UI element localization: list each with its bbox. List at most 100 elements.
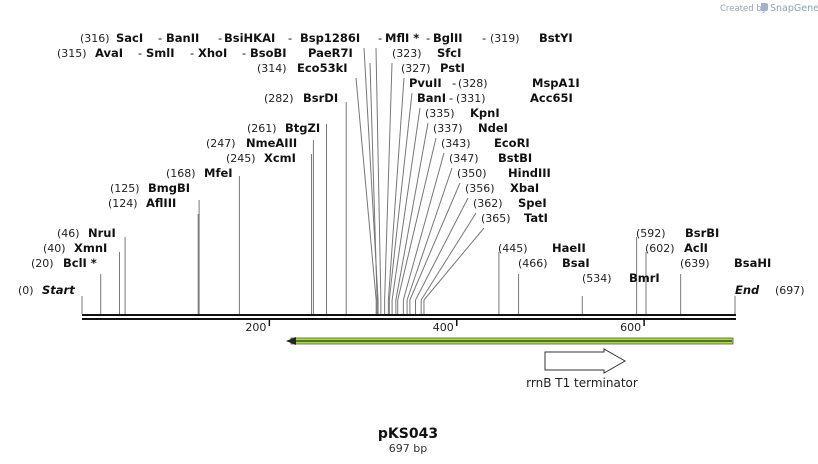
cut-line-323 xyxy=(384,62,393,301)
site-position-eco53ki: (314) xyxy=(257,62,287,75)
site-position-ndei: (337) xyxy=(433,122,463,135)
enzyme-label-bmgbi[interactable]: BmgBI xyxy=(148,181,190,195)
start-position: (0) xyxy=(18,284,34,297)
enzyme-label-bcli[interactable]: BclI * xyxy=(63,256,97,270)
enzyme-label-bsrdi[interactable]: BsrDI xyxy=(303,91,338,105)
site-position-saci: (316) xyxy=(80,32,110,45)
site-position-sfci: (323) xyxy=(392,47,422,60)
enzyme-label-bmri[interactable]: BmrI xyxy=(629,271,660,285)
site-position-mfei: (168) xyxy=(166,167,196,180)
enzyme-label-smli[interactable]: SmlI xyxy=(146,46,175,60)
label-separator: - xyxy=(482,31,486,45)
enzyme-label-btgzi[interactable]: BtgZI xyxy=(285,121,320,135)
ruler-tick-label-400: 400 xyxy=(433,321,454,334)
site-position-bsai: (466) xyxy=(518,257,548,270)
feature-green-arrow[interactable] xyxy=(286,337,734,345)
site-position-bstbi: (347) xyxy=(449,152,479,165)
enzyme-label-xcmi[interactable]: XcmI xyxy=(264,151,296,165)
terminator-feature-arrow[interactable] xyxy=(544,348,627,374)
enzyme-label-bstyi[interactable]: BstYI xyxy=(539,31,573,45)
site-position-afliii: (124) xyxy=(108,197,138,210)
cut-line-356 xyxy=(415,197,469,301)
enzyme-label-bglii[interactable]: BglII xyxy=(433,31,463,45)
snapgene-logo-icon xyxy=(761,3,768,11)
site-position-btgzi: (261) xyxy=(247,122,277,135)
backbone-bottom-strand xyxy=(82,318,736,320)
cut-line-365 xyxy=(423,227,485,301)
enzyme-label-eco53ki[interactable]: Eco53kI xyxy=(297,61,348,75)
site-position-tati: (365) xyxy=(481,212,511,225)
cut-line-337 xyxy=(397,137,437,301)
enzyme-label-nrui[interactable]: NruI xyxy=(88,226,116,240)
site-position-haeii: (445) xyxy=(498,242,528,255)
site-position-acli: (602) xyxy=(645,242,675,255)
site-position-nmeaiii: (247) xyxy=(206,137,236,150)
enzyme-label-paer7i[interactable]: PaeR7I xyxy=(308,46,353,60)
enzyme-label-sfci[interactable]: SfcI xyxy=(437,46,461,60)
enzyme-label-xbai[interactable]: XbaI xyxy=(510,181,539,195)
enzyme-label-ecori[interactable]: EcoRI xyxy=(494,136,530,150)
cut-line-362 xyxy=(420,212,477,301)
label-separator: - xyxy=(190,46,194,60)
ruler-tick-label-600: 600 xyxy=(620,321,641,334)
cut-line-335 xyxy=(395,122,429,301)
enzyme-label-haeii[interactable]: HaeII xyxy=(552,241,586,255)
end-position: (697) xyxy=(775,284,805,297)
enzyme-label-spei[interactable]: SpeI xyxy=(518,196,547,210)
enzyme-label-banii[interactable]: BanII xyxy=(166,31,199,45)
enzyme-label-xhoi[interactable]: XhoI xyxy=(198,46,227,60)
end-label: End xyxy=(735,283,760,297)
enzyme-label-saci[interactable]: SacI xyxy=(116,31,143,45)
enzyme-label-bani[interactable]: BanI xyxy=(417,91,446,105)
label-separator: - xyxy=(426,31,430,45)
enzyme-label-hindiii[interactable]: HindIII xyxy=(508,166,551,180)
enzyme-label-bstbi[interactable]: BstBI xyxy=(498,151,532,165)
enzyme-labels: (316) SacI BanII BsiHKAI Bsp1286I MflI * BglII… xyxy=(31,31,771,285)
enzyme-label-nmeaiii[interactable]: NmeAIII xyxy=(246,136,297,150)
label-separator: - xyxy=(158,31,162,45)
enzyme-label-acli[interactable]: AclI xyxy=(684,241,708,255)
enzyme-label-tati[interactable]: TatI xyxy=(524,211,548,225)
snapgene-branding: Created by SnapGene xyxy=(720,3,818,14)
enzyme-label-afliii[interactable]: AflIII xyxy=(146,196,176,210)
site-position-ecori: (343) xyxy=(441,137,471,150)
enzyme-label-kpni[interactable]: KpnI xyxy=(470,106,500,120)
enzyme-label-bsahi[interactable]: BsaHI xyxy=(734,256,771,270)
cut-line-319 xyxy=(375,47,382,301)
enzyme-label-avai[interactable]: AvaI xyxy=(95,46,123,60)
enzyme-label-mfli[interactable]: MflI * xyxy=(385,31,419,45)
enzyme-label-bsp1286i[interactable]: Bsp1286I xyxy=(300,31,360,45)
enzyme-label-mspa1i[interactable]: MspA1I xyxy=(532,76,580,90)
label-separator: - xyxy=(449,91,453,105)
cut-line-343 xyxy=(402,152,445,301)
enzyme-label-bsrbi[interactable]: BsrBI xyxy=(685,226,719,240)
enzyme-label-psti[interactable]: PstI xyxy=(440,61,465,75)
enzyme-label-bsai[interactable]: BsaI xyxy=(562,256,590,270)
site-position-nrui: (46) xyxy=(57,227,80,240)
label-separator: - xyxy=(242,46,246,60)
enzyme-label-bsobi[interactable]: BsoBI xyxy=(250,46,287,60)
label-separator: - xyxy=(288,31,292,45)
label-separator: - xyxy=(452,76,456,90)
enzyme-label-bsihkai[interactable]: BsiHKAI xyxy=(224,31,275,45)
site-position-spei: (362) xyxy=(473,197,503,210)
enzyme-label-pvuii[interactable]: PvuII xyxy=(409,76,442,90)
site-position-xcmi: (245) xyxy=(226,152,256,165)
enzyme-label-acc65i[interactable]: Acc65I xyxy=(530,91,573,105)
site-position-xbai: (356) xyxy=(465,182,495,195)
enzyme-label-mfei[interactable]: MfeI xyxy=(204,166,233,180)
cut-line-347 xyxy=(406,167,453,301)
backbone-top-strand xyxy=(82,314,736,316)
enzyme-label-xmni[interactable]: XmnI xyxy=(74,241,107,255)
site-position-hindiii: (350) xyxy=(457,167,487,180)
site-position-bsrbi: (592) xyxy=(636,227,666,240)
cut-line-331 xyxy=(391,107,421,301)
start-label: Start xyxy=(42,283,75,297)
plasmid-name: pKS043 xyxy=(378,426,438,442)
label-separator: - xyxy=(218,31,222,45)
created-by-text: Created by xyxy=(720,4,767,14)
enzyme-label-ndei[interactable]: NdeI xyxy=(478,121,508,135)
cut-site-lines xyxy=(100,47,682,314)
site-position-acc65i: (331) xyxy=(456,92,486,105)
